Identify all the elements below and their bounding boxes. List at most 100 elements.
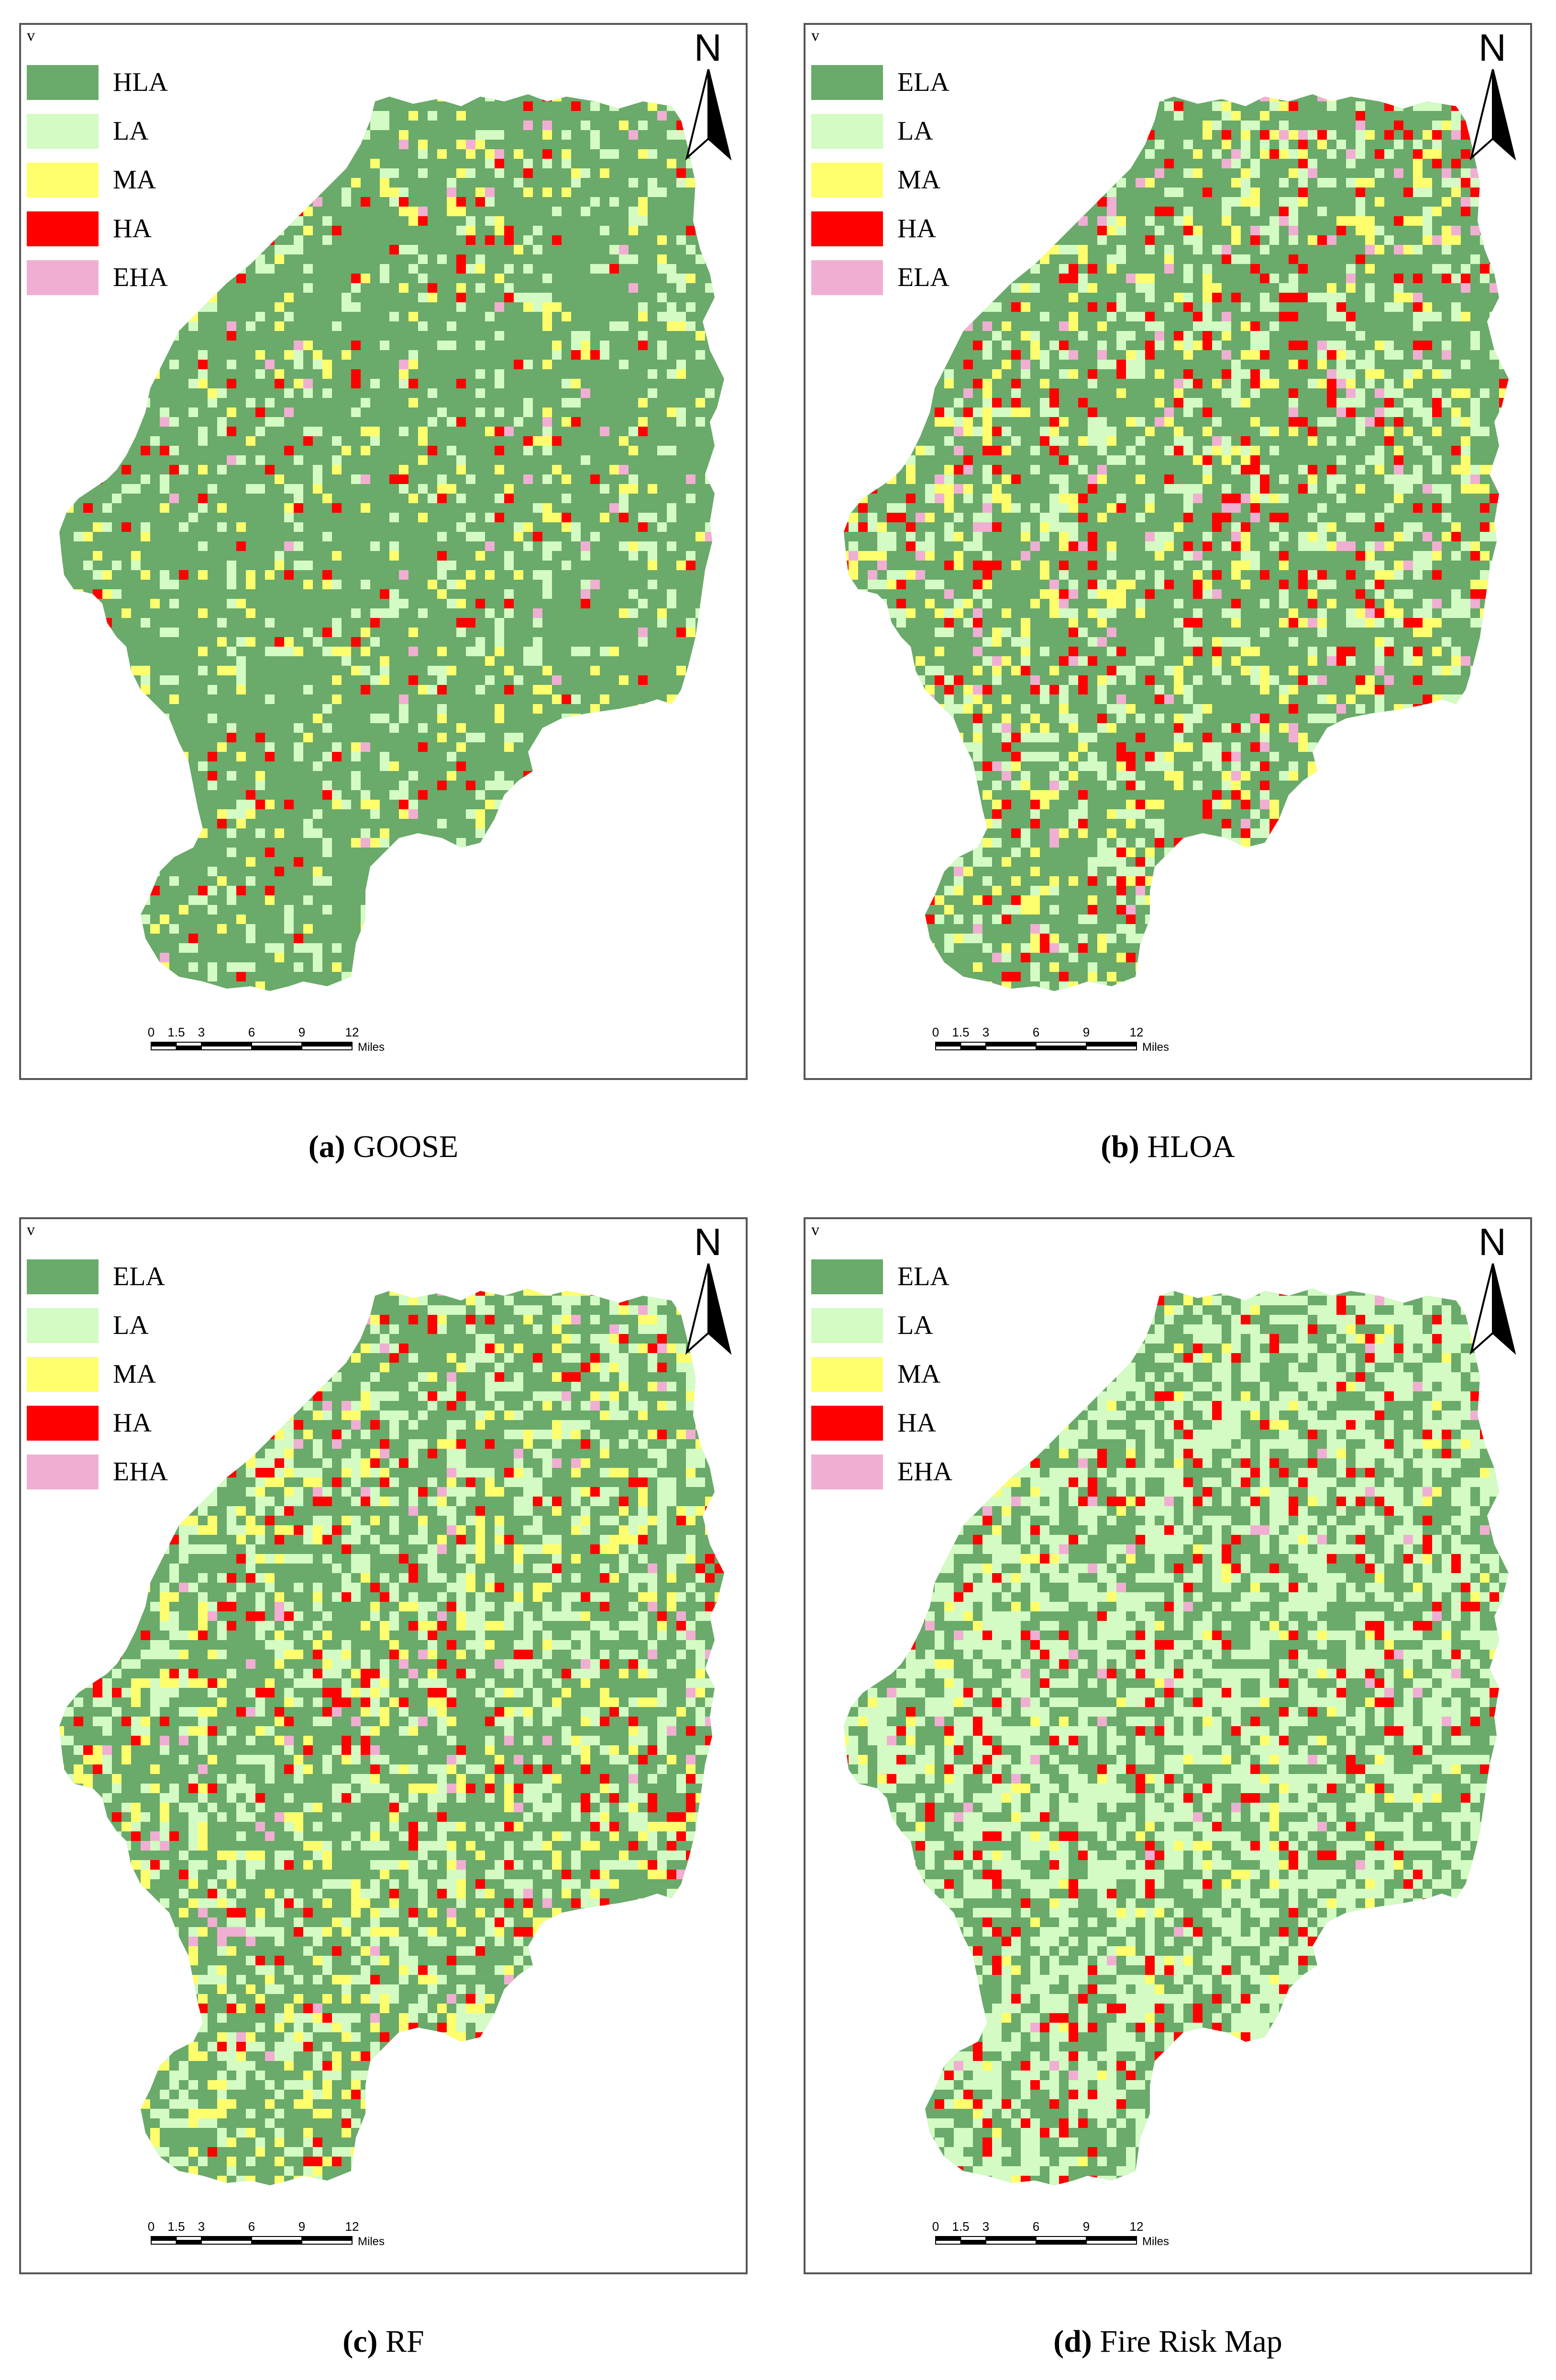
legend-swatch — [811, 65, 883, 100]
scale-unit: Miles — [1142, 2235, 1169, 2248]
caption-hloa: (b) HLOA — [804, 1129, 1532, 1165]
legend-label: ELA — [897, 1262, 949, 1291]
caption-text: RF — [386, 2324, 424, 2359]
scale-tick-label: 0 — [932, 1025, 939, 1039]
north-arrow-icon — [1469, 1263, 1516, 1355]
risk-map — [844, 94, 1509, 991]
north-label: N — [694, 26, 722, 69]
legend-swatch — [27, 1259, 99, 1294]
caption-tag: (b) — [1101, 1129, 1139, 1164]
caption-text: Fire Risk Map — [1100, 2324, 1282, 2359]
legend-swatch — [811, 1454, 883, 1489]
legend-swatch — [27, 260, 99, 295]
legend-label: EHA — [113, 1457, 168, 1487]
caption-text: GOOSE — [353, 1129, 459, 1164]
legend-swatch — [811, 1308, 883, 1343]
scale-tick-label: 9 — [1083, 1025, 1090, 1039]
legend-label: LA — [897, 1311, 933, 1340]
north-label: N — [1479, 1221, 1506, 1263]
scale-tick-label: 12 — [1130, 1025, 1144, 1039]
scale-unit: Miles — [1142, 1041, 1169, 1054]
legend-swatch — [811, 114, 883, 149]
scale-bar: 0 1.5 3 6 9 12 Miles — [931, 1022, 1199, 1065]
north-label: N — [694, 1221, 722, 1263]
north-arrow-icon — [685, 1263, 732, 1355]
legend-label: MA — [113, 1359, 156, 1389]
scale-bar: 0 1.5 3 6 9 12 Miles — [146, 1022, 414, 1065]
scale-tick-label: 1.5 — [952, 1025, 969, 1039]
north-arrow-icon — [685, 69, 732, 161]
scale-tick-label: 3 — [982, 2219, 989, 2234]
legend-label: MA — [897, 1359, 941, 1389]
scale-tick-label: 6 — [1033, 1025, 1039, 1039]
north-arrow-icon — [1469, 69, 1516, 161]
scale-tick-label: 1.5 — [167, 2219, 185, 2234]
legend-swatch — [811, 1259, 883, 1294]
legend-label: ELA — [113, 1262, 165, 1291]
scale-tick-label: 12 — [1130, 2219, 1144, 2234]
scale-tick-label: 9 — [298, 2219, 305, 2234]
legend-swatch — [27, 1357, 99, 1392]
legend-swatch — [27, 65, 99, 100]
corner-mark: v — [811, 1221, 819, 1239]
caption-tag: (c) — [342, 2324, 378, 2359]
legend-swatch — [811, 260, 883, 295]
legend-label: LA — [113, 1311, 149, 1340]
scale-tick-label: 3 — [198, 2219, 205, 2234]
caption-text: HLOA — [1147, 1129, 1235, 1164]
legend-swatch — [811, 1406, 883, 1441]
caption-goose: (a) GOOSE — [19, 1129, 748, 1165]
caption-rf: (c) RF — [19, 2324, 748, 2360]
scale-tick-label: 9 — [1083, 2219, 1090, 2234]
legend-label: HA — [897, 1408, 936, 1438]
corner-mark: v — [27, 27, 35, 44]
legend-label: MA — [897, 165, 941, 195]
caption-fire-risk: (d) Fire Risk Map — [804, 2324, 1532, 2360]
scale-tick-label: 6 — [248, 1025, 255, 1039]
scale-unit: Miles — [358, 1041, 385, 1054]
scale-tick-label: 0 — [148, 2219, 154, 2234]
risk-map — [844, 1289, 1509, 2185]
scale-tick-label: 1.5 — [167, 1025, 185, 1039]
scale-tick-label: 0 — [932, 2219, 939, 2234]
legend-swatch — [27, 211, 99, 246]
map-panel-hloa: v ELA LA MA HA ELA N 0 1.5 3 6 9 12 Miles — [804, 23, 1532, 1080]
map-panel-rf: v ELA LA MA HA EHA N 0 1.5 3 6 9 12 Miles — [19, 1217, 748, 2274]
legend-label: HLA — [113, 67, 168, 97]
legend-swatch — [27, 163, 99, 198]
legend-swatch — [27, 1308, 99, 1343]
legend-label: ELA — [897, 67, 949, 97]
north-arrow: N — [1464, 1221, 1522, 1355]
scale-tick-label: 3 — [982, 1025, 989, 1039]
scale-bar: 0 1.5 3 6 9 12 Miles — [931, 2216, 1199, 2259]
scale-tick-label: 6 — [248, 2219, 255, 2234]
caption-tag: (a) — [308, 1129, 345, 1164]
legend-label: HA — [113, 1408, 152, 1438]
legend-label: EHA — [897, 1457, 953, 1487]
scale-tick-label: 6 — [1033, 2219, 1039, 2234]
scale-tick-label: 1.5 — [952, 2219, 969, 2234]
north-arrow: N — [680, 26, 737, 161]
scale-unit: Miles — [358, 2235, 385, 2248]
legend-label: HA — [113, 214, 152, 243]
legend-label: LA — [897, 116, 933, 146]
legend-label: HA — [897, 214, 936, 243]
legend-label: ELA — [897, 263, 949, 292]
legend-swatch — [27, 1454, 99, 1489]
study-area — [844, 94, 1509, 991]
map-panel-fire-risk: v ELA LA MA HA EHA N 0 1.5 3 6 9 12 Miles — [804, 1217, 1532, 2274]
legend-label: LA — [113, 116, 149, 146]
legend-label: MA — [113, 165, 156, 195]
scale-tick-label: 9 — [298, 1025, 305, 1039]
legend-swatch — [811, 211, 883, 246]
north-label: N — [1479, 26, 1506, 69]
legend-swatch — [811, 1357, 883, 1392]
caption-tag: (d) — [1053, 2324, 1092, 2359]
corner-mark: v — [811, 27, 819, 44]
scale-bar: 0 1.5 3 6 9 12 Miles — [146, 2216, 414, 2259]
legend-swatch — [811, 163, 883, 198]
north-arrow: N — [680, 1221, 737, 1355]
legend-swatch — [27, 114, 99, 149]
scale-tick-label: 12 — [345, 1025, 359, 1039]
scale-tick-label: 0 — [148, 1025, 154, 1039]
